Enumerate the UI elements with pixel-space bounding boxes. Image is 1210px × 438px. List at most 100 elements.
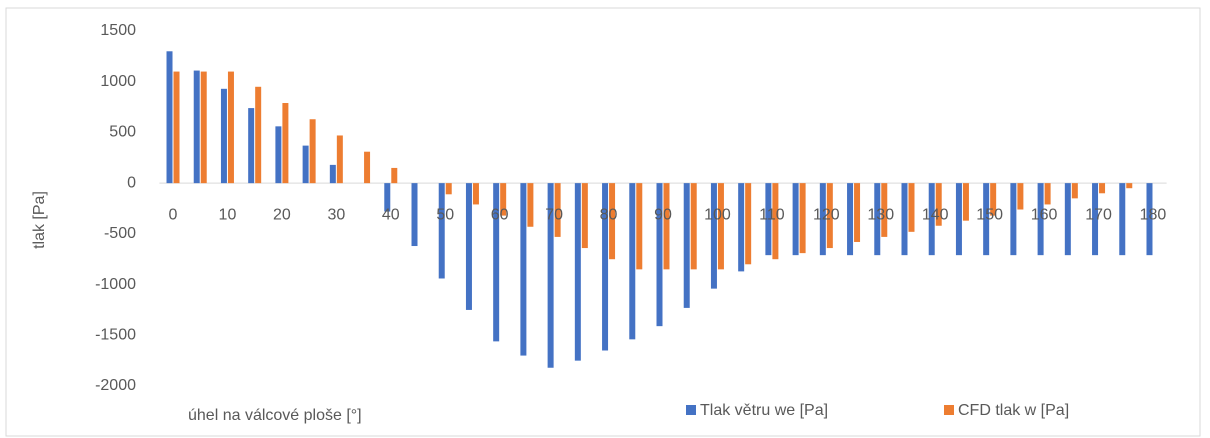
y-axis-title: tlak [Pa] (31, 191, 48, 249)
bar (901, 183, 908, 256)
bar (309, 119, 316, 184)
bar (472, 183, 479, 205)
x-tick-label: 80 (600, 206, 618, 223)
bar (656, 183, 663, 327)
x-tick-label: 40 (382, 206, 400, 223)
bar (500, 183, 507, 216)
bar (527, 183, 534, 227)
x-tick-label: 50 (436, 206, 454, 223)
bar (874, 183, 881, 256)
x-tick-label: 60 (491, 206, 509, 223)
bar (554, 183, 561, 237)
x-tick-label: 170 (1085, 206, 1112, 223)
bar (683, 183, 690, 308)
bar (445, 183, 452, 195)
bar (1092, 183, 1099, 256)
x-tick-label: 130 (867, 206, 894, 223)
bar (792, 183, 799, 256)
x-tick-label: 140 (922, 206, 949, 223)
bar (847, 183, 854, 256)
y-tick-label: -2000 (95, 377, 136, 394)
bar (955, 183, 962, 256)
bar (745, 183, 752, 265)
bar (609, 183, 616, 260)
bar (1064, 183, 1071, 256)
bar (200, 71, 207, 184)
x-tick-label: 90 (654, 206, 672, 223)
x-tick-label: 20 (273, 206, 291, 223)
bar (854, 183, 861, 242)
bar (465, 183, 472, 310)
bar (173, 71, 180, 184)
legend-label: Tlak větru we [Pa] (700, 402, 828, 419)
bar (520, 183, 527, 356)
x-tick-label: 100 (704, 206, 731, 223)
bar (282, 103, 289, 184)
bar (690, 183, 697, 270)
y-tick-label: 0 (127, 174, 136, 191)
bar (602, 183, 609, 351)
bar (1099, 183, 1106, 194)
bar (193, 70, 200, 184)
bar (881, 183, 888, 237)
bar (574, 183, 581, 361)
bar (772, 183, 779, 260)
y-tick-label: -1000 (95, 276, 136, 293)
bar (717, 183, 724, 270)
bar (928, 183, 935, 256)
bar (302, 145, 309, 184)
x-tick-label: 70 (545, 206, 563, 223)
bar (826, 183, 833, 249)
bar (1010, 183, 1017, 256)
bar (1119, 183, 1126, 256)
bar (738, 183, 745, 272)
bar (629, 183, 636, 340)
y-tick-label: 500 (109, 124, 136, 141)
y-tick-label: -500 (104, 225, 136, 242)
bar (227, 71, 234, 184)
bar (384, 183, 391, 212)
bar (220, 88, 227, 184)
x-tick-label: 0 (169, 206, 178, 223)
bar (1126, 183, 1133, 189)
bar (983, 183, 990, 256)
bar (1146, 183, 1153, 256)
legend-swatch (686, 405, 696, 415)
bar (908, 183, 915, 232)
bar (935, 183, 942, 226)
bar (1037, 183, 1044, 256)
bar (336, 135, 343, 184)
bar (391, 167, 398, 184)
bar (636, 183, 643, 270)
bar (819, 183, 826, 256)
bar (364, 151, 371, 184)
x-tick-label: 120 (813, 206, 840, 223)
bar (275, 126, 282, 184)
x-tick-label: 180 (1140, 206, 1167, 223)
bar (962, 183, 969, 221)
bar (663, 183, 670, 270)
bar (990, 183, 997, 216)
x-axis-title: úhel na válcové ploše [°] (188, 407, 362, 424)
bar (329, 164, 336, 184)
bar (438, 183, 445, 279)
bar (1071, 183, 1078, 199)
x-tick-label: 160 (1031, 206, 1058, 223)
bar (411, 183, 418, 247)
bar (547, 183, 554, 368)
y-tick-label: 1500 (100, 22, 136, 39)
bar (1044, 183, 1051, 205)
legend-label: CFD tlak w [Pa] (958, 402, 1069, 419)
bar (248, 108, 255, 184)
legend-swatch (944, 405, 954, 415)
y-tick-label: -1500 (95, 327, 136, 344)
y-tick-label: 1000 (100, 73, 136, 90)
bar (255, 86, 262, 184)
bar (493, 183, 500, 342)
bar (1017, 183, 1024, 210)
bar (710, 183, 717, 289)
x-tick-label: 150 (976, 206, 1003, 223)
x-tick-label: 110 (759, 206, 785, 223)
bar (166, 51, 173, 184)
